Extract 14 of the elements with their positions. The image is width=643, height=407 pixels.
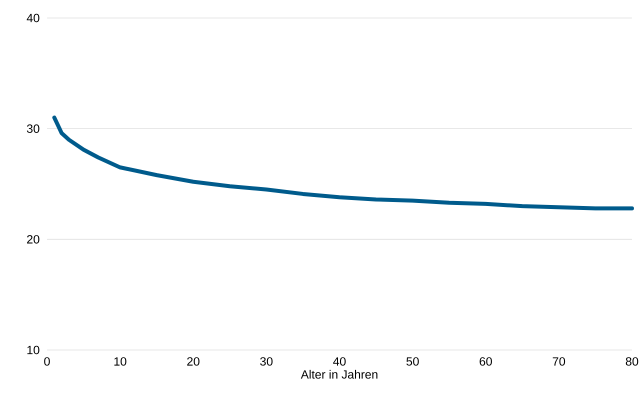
y-tick-label: 20 (27, 235, 40, 244)
x-tick-label: 0 (44, 357, 50, 366)
x-tick-label: 60 (480, 357, 492, 366)
x-tick-label: 80 (626, 357, 638, 366)
x-axis-title: Alter in Jahren (300, 370, 378, 379)
x-tick-label: 50 (406, 357, 419, 366)
y-tick-label: 10 (27, 346, 40, 354)
x-tick-label: 70 (552, 357, 566, 366)
y-tick-label: 30 (26, 124, 40, 133)
x-tick-label: 10 (114, 357, 126, 366)
x-tick-label: 20 (187, 357, 200, 366)
x-tick-label: 30 (260, 357, 273, 366)
x-tick-label: 40 (333, 357, 346, 366)
y-tick-label: 40 (26, 14, 40, 22)
